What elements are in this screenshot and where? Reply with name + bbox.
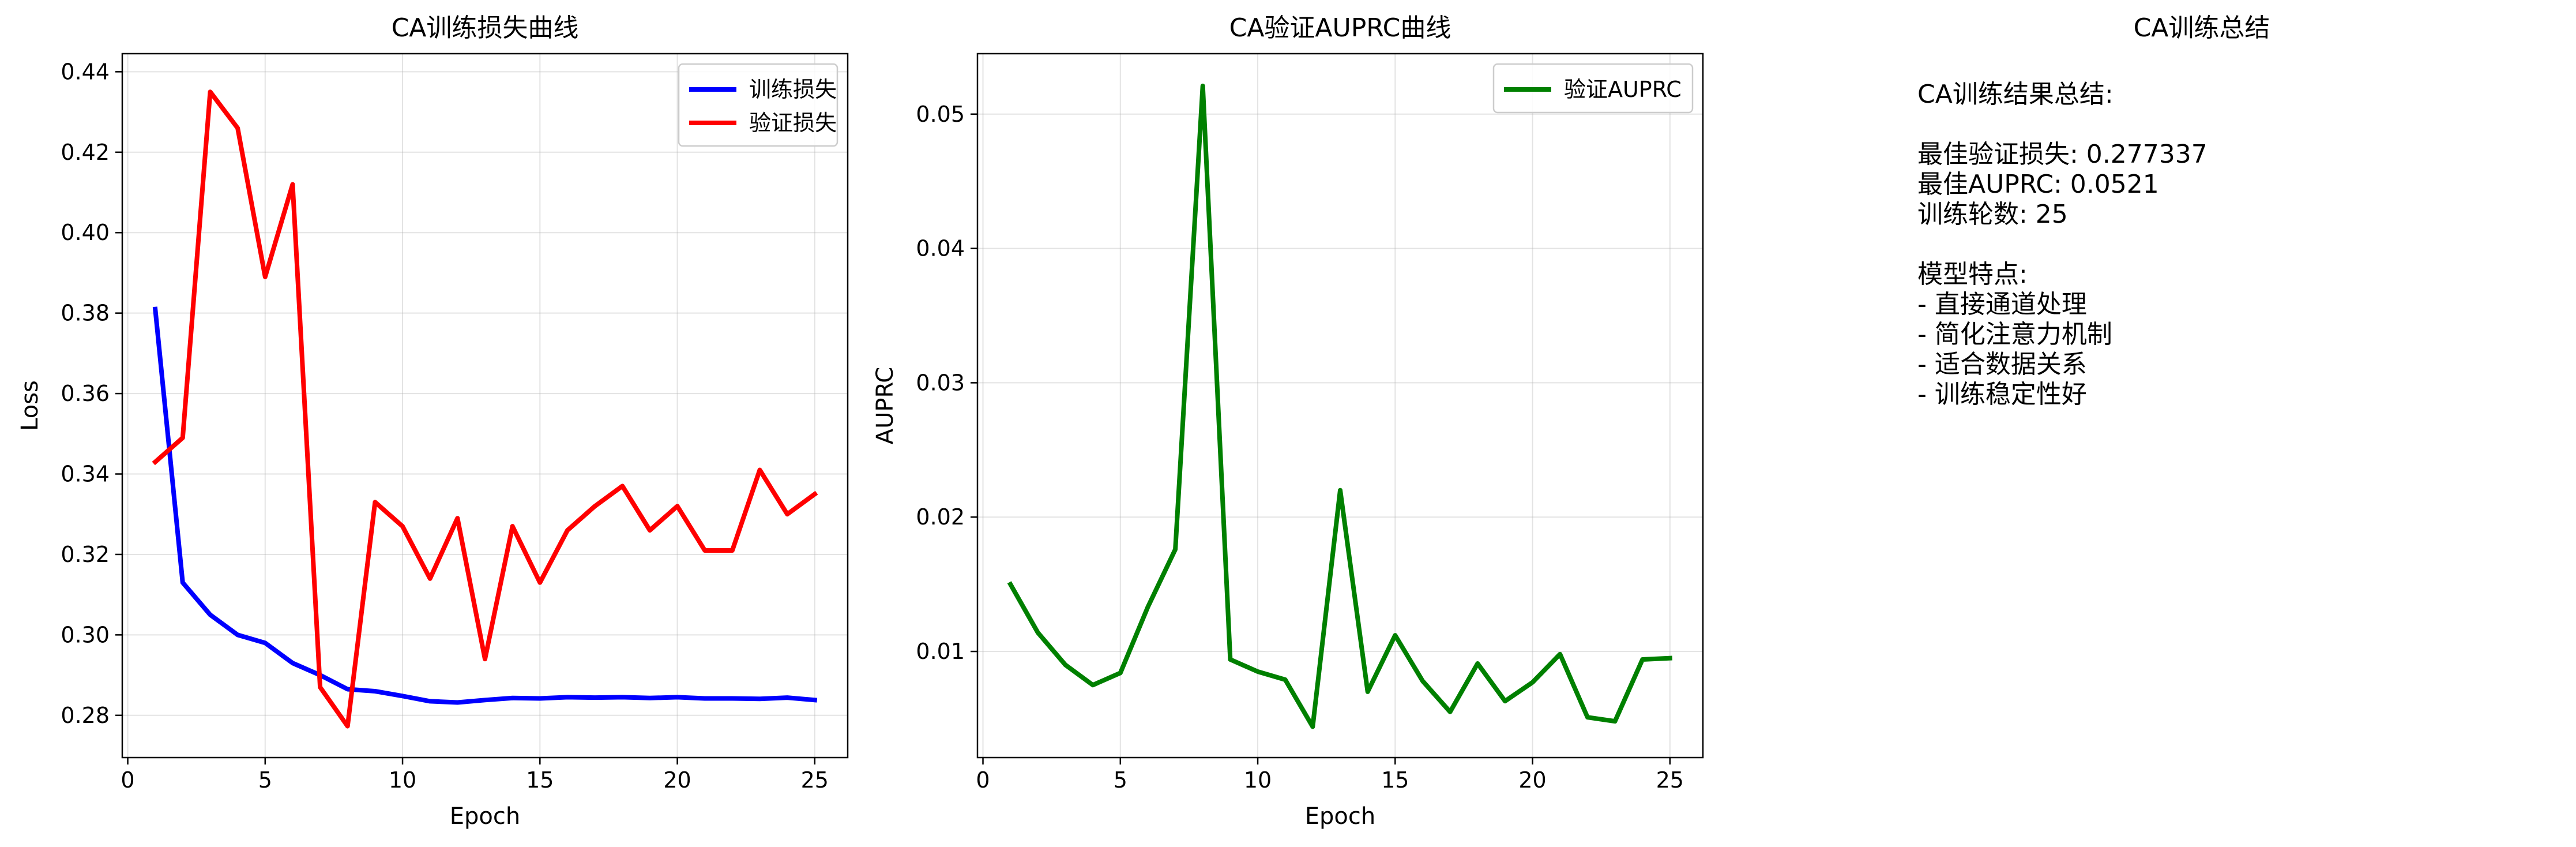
summary-text: CA训练结果总结: 最佳验证损失: 0.277337 最佳AUPRC: 0.05… — [1917, 80, 2208, 410]
y-tick-label: 0.36 — [61, 381, 110, 406]
axes-frame — [976, 53, 1704, 759]
x-tick-label: 15 — [526, 767, 554, 793]
legend-label: 验证AUPRC — [1564, 77, 1682, 102]
summary-line: 模型特点: — [1917, 260, 2028, 289]
x-tick-label: 10 — [1244, 767, 1272, 793]
summary-line: - 简化注意力机制 — [1917, 320, 2112, 349]
summary-line: - 适合数据关系 — [1917, 350, 2087, 379]
y-tick-label: 0.42 — [61, 140, 110, 165]
y-tick-label: 0.44 — [61, 59, 110, 84]
summary-line — [1917, 110, 2208, 140]
series-line — [1007, 83, 1672, 729]
loss-chart-title: CA训练损失曲线 — [392, 13, 579, 43]
x-tick-label: 25 — [801, 767, 829, 793]
y-tick-label: 0.34 — [61, 462, 110, 487]
y-tick-label: 0.03 — [916, 370, 965, 395]
legend-label: 训练损失 — [749, 77, 837, 102]
y-tick-label: 0.30 — [61, 622, 110, 647]
summary-line: - 训练稳定性好 — [1917, 380, 2087, 409]
auprc-chart-title: CA验证AUPRC曲线 — [1229, 13, 1451, 43]
summary-title: CA训练总结 — [2134, 13, 2270, 43]
auprc-chart-ylabel: AUPRC — [872, 367, 898, 445]
x-tick-label: 5 — [258, 767, 272, 793]
x-tick-label: 0 — [976, 767, 990, 793]
x-tick-label: 10 — [389, 767, 416, 793]
loss-chart-ylabel: Loss — [17, 380, 43, 431]
x-tick-label: 5 — [1114, 767, 1127, 793]
legend-box — [678, 63, 838, 147]
y-tick-label: 0.32 — [61, 542, 110, 567]
x-tick-label: 0 — [121, 767, 134, 793]
y-tick-label: 0.04 — [916, 236, 965, 261]
loss-chart: 0 5 10 15 20 25 0.28 0.30 0.32 0.34 0.36 0.38 0.40 0.… — [61, 53, 849, 793]
series-line — [152, 89, 818, 729]
series-line — [152, 306, 818, 705]
legend-box — [1492, 63, 1694, 114]
summary-line: - 直接通道处理 — [1917, 290, 2087, 319]
y-tick-label: 0.38 — [61, 301, 110, 326]
x-tick-label: 20 — [663, 767, 691, 793]
y-tick-label: 0.01 — [916, 639, 965, 664]
summary-line: 最佳验证损失: 0.277337 — [1917, 140, 2208, 169]
x-tick-label: 15 — [1381, 767, 1409, 793]
y-tick-label: 0.05 — [916, 102, 965, 127]
legend-label: 验证损失 — [749, 110, 837, 136]
auprc-chart-xlabel: Epoch — [1305, 803, 1375, 830]
summary-line: 最佳AUPRC: 0.0521 — [1917, 170, 2159, 199]
y-tick-label: 0.40 — [61, 220, 110, 245]
auprc-chart: 0 5 10 15 20 25 0.01 0.02 0.03 0.04 0.05 验证AUPRC — [916, 53, 1704, 793]
x-tick-label: 25 — [1656, 767, 1684, 793]
summary-line — [1917, 230, 2208, 260]
summary-line: 训练轮数: 25 — [1917, 200, 2068, 229]
loss-chart-xlabel: Epoch — [450, 803, 520, 830]
y-tick-label: 0.28 — [61, 703, 110, 728]
axes-frame — [121, 53, 849, 759]
y-tick-label: 0.02 — [916, 504, 965, 530]
x-tick-label: 20 — [1518, 767, 1546, 793]
summary-line: CA训练结果总结: — [1917, 80, 2114, 109]
